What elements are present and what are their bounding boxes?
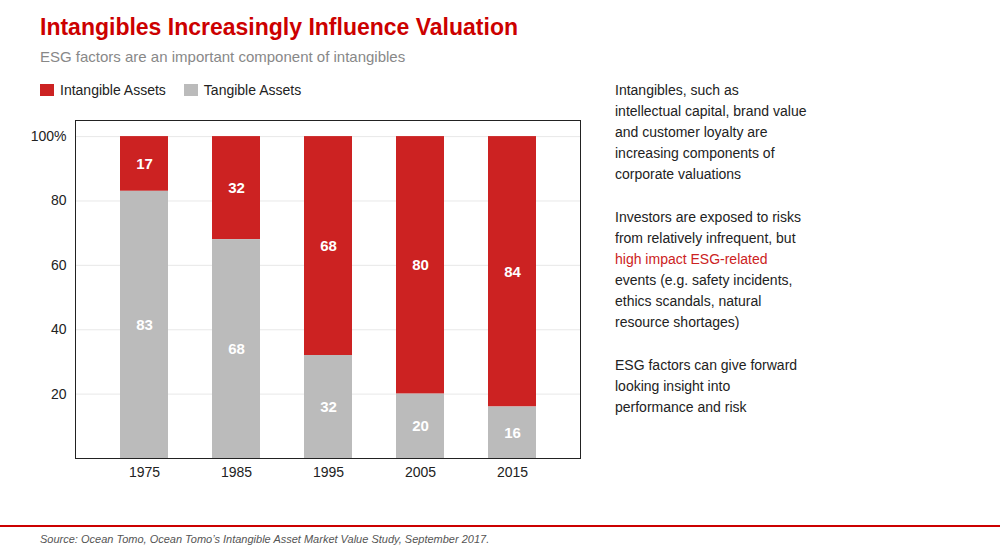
svg-text:84: 84: [504, 263, 521, 280]
svg-text:2015: 2015: [497, 464, 528, 480]
html-text:looking insight into: looking insight into: [615, 378, 731, 394]
html-text:events (e.g. safety incidents,: events (e.g. safety incidents,: [615, 272, 793, 288]
html-text:performance and risk: performance and risk: [615, 399, 747, 415]
svg-text:1985: 1985: [221, 464, 252, 480]
html-text:Intangibles, such as: Intangibles, such as: [615, 82, 739, 98]
html-text:resource shortages): resource shortages): [615, 314, 740, 330]
svg-text:17: 17: [136, 155, 153, 172]
html-text:Tangible Assets: Tangible Assets: [203, 82, 302, 98]
html-text:corporate valuations: corporate valuations: [615, 166, 742, 182]
svg-text:16: 16: [504, 424, 521, 441]
svg-text:68: 68: [228, 340, 245, 357]
html-text:Intangibles Increasingly Influ: Intangibles Increasingly Influence Valua…: [40, 14, 518, 40]
svg-text:83: 83: [136, 316, 153, 333]
svg-text:1995: 1995: [313, 464, 344, 480]
svg-text:80: 80: [412, 256, 429, 273]
svg-text:2005: 2005: [405, 464, 436, 480]
svg-text:20: 20: [51, 386, 67, 402]
html-text:from relatively infrequent, bu: from relatively infrequent, but: [615, 230, 796, 246]
html-text:Source: Ocean Tomo, Ocean Tomo: Source: Ocean Tomo, Ocean Tomo’s Intangi…: [40, 533, 490, 545]
html-text:Intangible Assets: Intangible Assets: [60, 82, 166, 98]
svg-text:32: 32: [320, 398, 337, 415]
html-text:ESG factors are an important c: ESG factors are an important component o…: [40, 48, 406, 65]
svg-text:68: 68: [320, 237, 337, 254]
html-text:and customer loyalty are: and customer loyalty are: [615, 124, 768, 140]
html-text:intellectual capital, brand va: intellectual capital, brand value: [615, 103, 807, 119]
html-text:high impact ESG-related: high impact ESG-related: [615, 251, 768, 267]
svg-text:60: 60: [51, 257, 67, 273]
svg-text:32: 32: [228, 179, 245, 196]
svg-text:20: 20: [412, 417, 429, 434]
svg-text:1975: 1975: [129, 464, 160, 480]
html-text:increasing components of: increasing components of: [615, 145, 775, 161]
svg-text:80: 80: [51, 192, 67, 208]
svg-text:100%: 100%: [31, 128, 67, 144]
html-text:ESG factors can give forward: ESG factors can give forward: [615, 357, 798, 373]
svg-text:40: 40: [51, 321, 67, 337]
html-text:Investors are exposed to risks: Investors are exposed to risks: [615, 209, 801, 225]
html-text:ethics scandals, natural: ethics scandals, natural: [615, 293, 762, 309]
